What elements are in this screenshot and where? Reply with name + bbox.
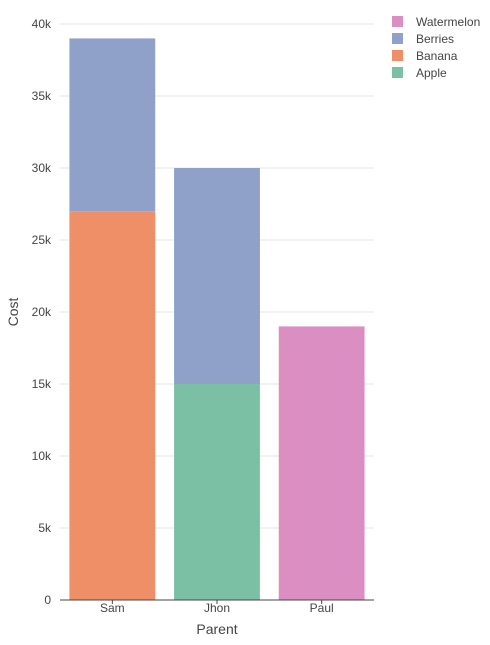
bar-berries-sam [69, 38, 156, 212]
bar-watermelon-paul [278, 326, 365, 600]
y-tick-label: 0 [44, 593, 51, 607]
y-tick-label: 25k [32, 233, 52, 247]
legend-swatch-watermelon [392, 16, 403, 27]
y-tick-label: 40k [32, 17, 52, 31]
y-tick-label: 10k [32, 449, 52, 463]
y-tick-labels: 0 5k 10k 15k 20k 25k 30k 35k 40k [32, 17, 52, 607]
x-tick-label: Sam [100, 601, 125, 615]
legend-swatch-banana [392, 50, 403, 61]
x-tick-label: Jhon [204, 601, 230, 615]
y-tick-label: 20k [32, 305, 52, 319]
legend-label-berries: Berries [416, 32, 454, 46]
bar-berries-jhon [174, 168, 260, 384]
bar-apple-jhon [174, 384, 260, 600]
legend-label-banana: Banana [416, 49, 458, 63]
legend: Watermelon Berries Banana Apple [392, 15, 480, 80]
y-tick-label: 35k [32, 89, 52, 103]
x-tick-label: Paul [310, 601, 334, 615]
y-axis-title: Cost [5, 298, 21, 327]
y-tick-label: 5k [38, 521, 52, 535]
x-tick-labels: Sam Jhon Paul [100, 600, 334, 615]
legend-swatch-apple [392, 67, 403, 78]
legend-swatch-berries [392, 33, 403, 44]
x-axis-title: Parent [196, 621, 237, 637]
y-tick-label: 30k [32, 161, 52, 175]
bar-banana-sam [69, 211, 156, 600]
bars [69, 38, 365, 600]
legend-label-apple: Apple [416, 66, 447, 80]
legend-label-watermelon: Watermelon [416, 15, 480, 29]
y-tick-label: 15k [32, 377, 52, 391]
